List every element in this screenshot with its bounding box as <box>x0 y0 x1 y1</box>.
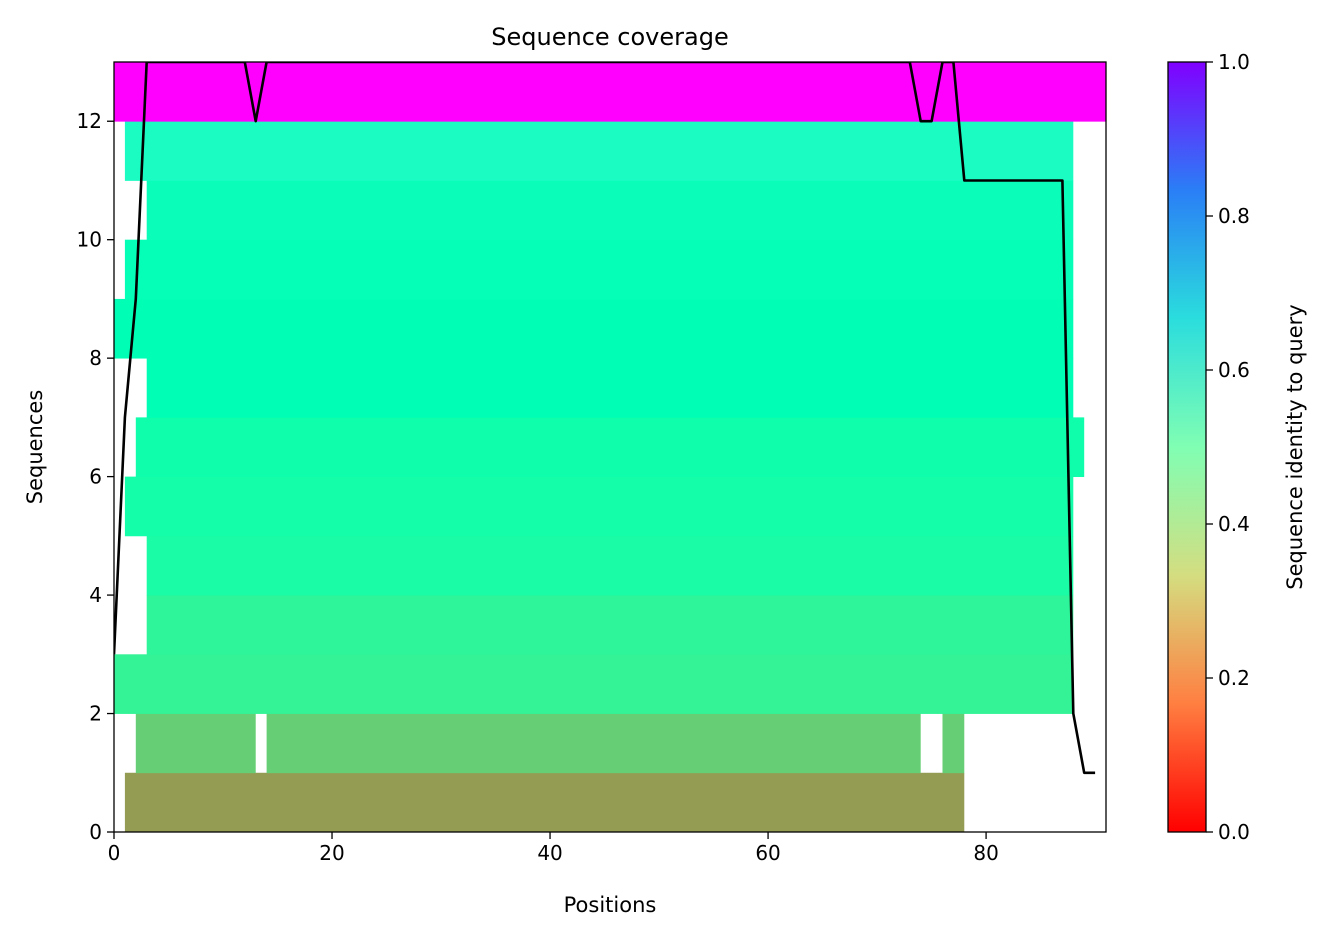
y-tick-label: 0 <box>89 820 102 844</box>
colorbar-tick-label: 0.2 <box>1218 666 1250 690</box>
chart-title: Sequence coverage <box>491 23 728 51</box>
coverage-cell <box>124 772 965 832</box>
colorbar-tick-label: 0.0 <box>1218 820 1250 844</box>
coverage-cells <box>114 62 1106 832</box>
coverage-cell <box>942 713 965 774</box>
coverage-cell <box>124 239 1074 300</box>
coverage-cell <box>146 358 1074 418</box>
coverage-line <box>114 62 1096 775</box>
coverage-cell <box>135 713 256 774</box>
colorbar-tick-label: 1.0 <box>1218 50 1250 74</box>
y-tick-label: 6 <box>89 465 102 489</box>
x-tick-label: 40 <box>537 841 562 865</box>
coverage-cell <box>266 713 921 774</box>
plot-frame <box>113 61 1107 833</box>
y-tick-label: 4 <box>89 583 102 607</box>
colorbar <box>1167 61 1207 833</box>
coverage-cell <box>146 180 1074 241</box>
y-tick-label: 2 <box>89 702 102 726</box>
colorbar-label: Sequence identity to query <box>1283 304 1307 589</box>
y-tick-label: 10 <box>77 228 102 252</box>
x-tick-label: 20 <box>319 841 344 865</box>
coverage-cell <box>124 121 1074 181</box>
x-axis-label: Positions <box>564 893 657 917</box>
y-axis-ticks: 0 2 4 6 8 10 12 <box>77 109 114 844</box>
coverage-cell <box>124 476 1074 537</box>
x-tick-label: 0 <box>108 841 121 865</box>
colorbar-tick-label: 0.6 <box>1218 358 1250 382</box>
coverage-cell <box>146 535 1074 596</box>
colorbar-ticks: 0.0 0.2 0.4 0.6 0.8 1.0 <box>1206 50 1250 844</box>
coverage-cell <box>135 417 1085 478</box>
coverage-cell <box>146 595 1074 655</box>
coverage-cell <box>114 298 1074 359</box>
coverage-cell <box>114 654 1074 714</box>
x-tick-label: 80 <box>973 841 998 865</box>
colorbar-tick-label: 0.8 <box>1218 204 1250 228</box>
y-tick-label: 12 <box>77 109 102 133</box>
y-axis-label: Sequences <box>23 390 47 505</box>
y-tick-label: 8 <box>89 346 102 370</box>
x-axis-ticks: 0 20 40 60 80 <box>108 832 999 865</box>
x-tick-label: 60 <box>755 841 780 865</box>
colorbar-tick-label: 0.4 <box>1218 512 1250 536</box>
